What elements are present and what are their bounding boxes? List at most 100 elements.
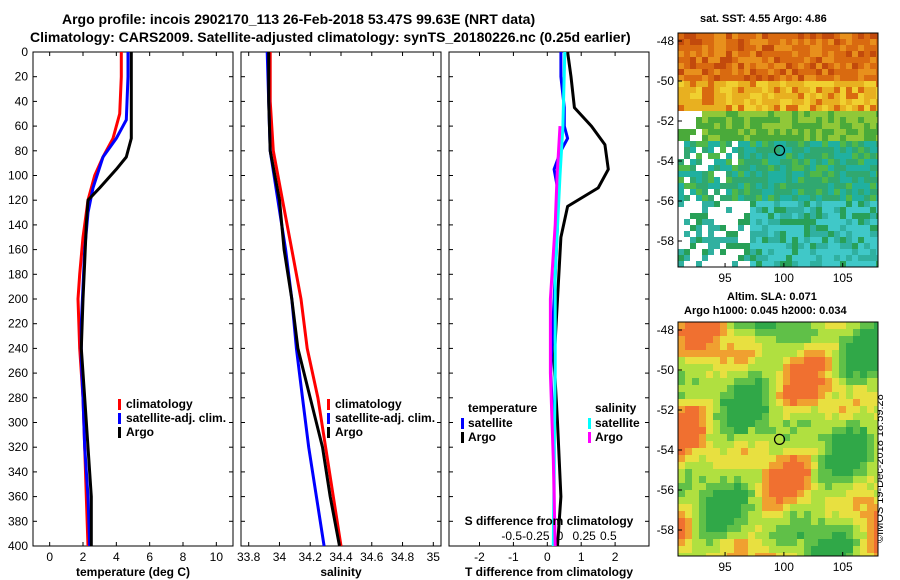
map-cell bbox=[726, 159, 732, 165]
map-cell bbox=[797, 455, 804, 462]
map-cell bbox=[768, 135, 774, 141]
map-cell bbox=[822, 105, 828, 111]
map-cell bbox=[732, 159, 738, 165]
map-cell bbox=[832, 483, 839, 490]
map-cell bbox=[786, 45, 792, 51]
map-cell bbox=[744, 93, 750, 99]
map-cell bbox=[727, 462, 734, 469]
map-cell bbox=[846, 329, 853, 336]
map-cell bbox=[692, 378, 699, 385]
map-cell bbox=[748, 504, 755, 511]
map-cell bbox=[876, 225, 878, 231]
map-cell bbox=[834, 207, 840, 213]
map-cell bbox=[706, 518, 713, 525]
map-cell bbox=[804, 117, 810, 123]
map-cell bbox=[708, 201, 714, 207]
map-cell bbox=[768, 75, 774, 81]
map-cell bbox=[840, 225, 846, 231]
map-cell bbox=[699, 371, 706, 378]
map-cell bbox=[858, 195, 864, 201]
map-cell bbox=[816, 231, 822, 237]
map-cell bbox=[874, 476, 878, 483]
map-cell bbox=[822, 99, 828, 105]
map-cell bbox=[804, 350, 811, 357]
map-cell bbox=[708, 159, 714, 165]
map-cell bbox=[870, 261, 876, 267]
map-cell bbox=[804, 427, 811, 434]
map-cell bbox=[713, 357, 720, 364]
map-cell bbox=[714, 213, 720, 219]
map-cell bbox=[797, 546, 804, 553]
map-cell bbox=[840, 117, 846, 123]
map-cell bbox=[876, 213, 878, 219]
map-cell bbox=[690, 57, 696, 63]
map-cell bbox=[774, 159, 780, 165]
map-cell bbox=[720, 237, 726, 243]
map-cell bbox=[699, 553, 706, 556]
map-cell bbox=[690, 207, 696, 213]
map-cell bbox=[867, 343, 874, 350]
map-cell bbox=[769, 469, 776, 476]
map-cell bbox=[738, 33, 744, 39]
map-cell bbox=[738, 231, 744, 237]
map-cell bbox=[810, 255, 816, 261]
map-cell bbox=[696, 45, 702, 51]
map-cell bbox=[797, 441, 804, 448]
map-cell bbox=[678, 476, 685, 483]
map-cell bbox=[690, 135, 696, 141]
map-cell bbox=[790, 553, 797, 556]
map-cell bbox=[804, 183, 810, 189]
map-cell bbox=[783, 553, 790, 556]
map-cell bbox=[828, 219, 834, 225]
map-cell bbox=[846, 237, 852, 243]
map-cell bbox=[876, 189, 878, 195]
map-cell bbox=[804, 249, 810, 255]
map-cell bbox=[786, 231, 792, 237]
map-cell bbox=[867, 350, 874, 357]
map-cell bbox=[684, 75, 690, 81]
map-cell bbox=[798, 69, 804, 75]
map-cell bbox=[708, 255, 714, 261]
map-cell bbox=[748, 532, 755, 539]
map-cell bbox=[748, 434, 755, 441]
map-cell bbox=[818, 385, 825, 392]
map-cell bbox=[790, 483, 797, 490]
map-cell bbox=[825, 539, 832, 546]
map-cell bbox=[756, 231, 762, 237]
map-cell bbox=[858, 45, 864, 51]
map-cell bbox=[685, 441, 692, 448]
map-cell bbox=[714, 189, 720, 195]
map-cell bbox=[810, 45, 816, 51]
map-cell bbox=[706, 392, 713, 399]
map-cell bbox=[860, 371, 867, 378]
top-axis-tick-label: -0.25 bbox=[522, 529, 550, 543]
map-cell bbox=[702, 123, 708, 129]
map-cell bbox=[846, 420, 853, 427]
map-cell bbox=[870, 111, 876, 117]
map-cell bbox=[692, 532, 699, 539]
map-cell bbox=[750, 255, 756, 261]
map-cell bbox=[828, 39, 834, 45]
map-cell bbox=[708, 195, 714, 201]
map-cell bbox=[762, 434, 769, 441]
map-cell bbox=[798, 255, 804, 261]
map-cell bbox=[726, 141, 732, 147]
map-cell bbox=[713, 322, 720, 329]
map-cell bbox=[776, 518, 783, 525]
map-cell bbox=[786, 243, 792, 249]
map-cell bbox=[839, 490, 846, 497]
map-cell bbox=[822, 81, 828, 87]
map-cell bbox=[720, 57, 726, 63]
map-cell bbox=[828, 159, 834, 165]
map-cell bbox=[810, 57, 816, 63]
legend-label: climatology bbox=[335, 397, 402, 411]
map-cell bbox=[713, 448, 720, 455]
map-cell bbox=[756, 219, 762, 225]
map-cell bbox=[852, 201, 858, 207]
map-cell bbox=[756, 87, 762, 93]
map-cell bbox=[810, 33, 816, 39]
map-cell bbox=[811, 532, 818, 539]
map-cell bbox=[762, 497, 769, 504]
map-cell bbox=[846, 195, 852, 201]
map-cell bbox=[853, 385, 860, 392]
